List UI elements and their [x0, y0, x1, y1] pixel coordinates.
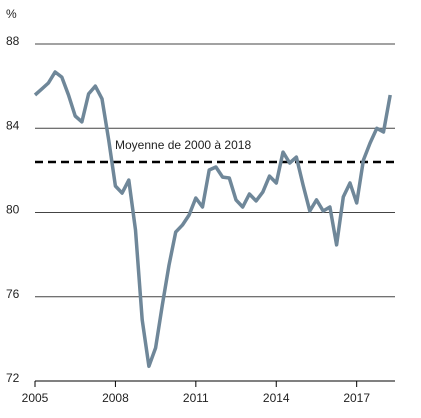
- x-tick-label: 2017: [343, 391, 370, 405]
- x-tick-label: 2014: [263, 391, 290, 405]
- x-tick-label: 2008: [102, 391, 129, 405]
- y-tick-label: 88: [6, 34, 20, 48]
- y-tick-label: 80: [6, 203, 20, 217]
- x-tick-label: 2005: [22, 391, 49, 405]
- y-tick-label: 76: [6, 287, 20, 301]
- average-label: Moyenne de 2000 à 2018: [115, 138, 251, 152]
- x-tick-label: 2011: [183, 391, 209, 405]
- unit-label: %: [6, 7, 17, 21]
- y-tick-label: 72: [6, 371, 20, 385]
- y-tick-label: 84: [6, 118, 20, 132]
- data-line: [33, 70, 392, 369]
